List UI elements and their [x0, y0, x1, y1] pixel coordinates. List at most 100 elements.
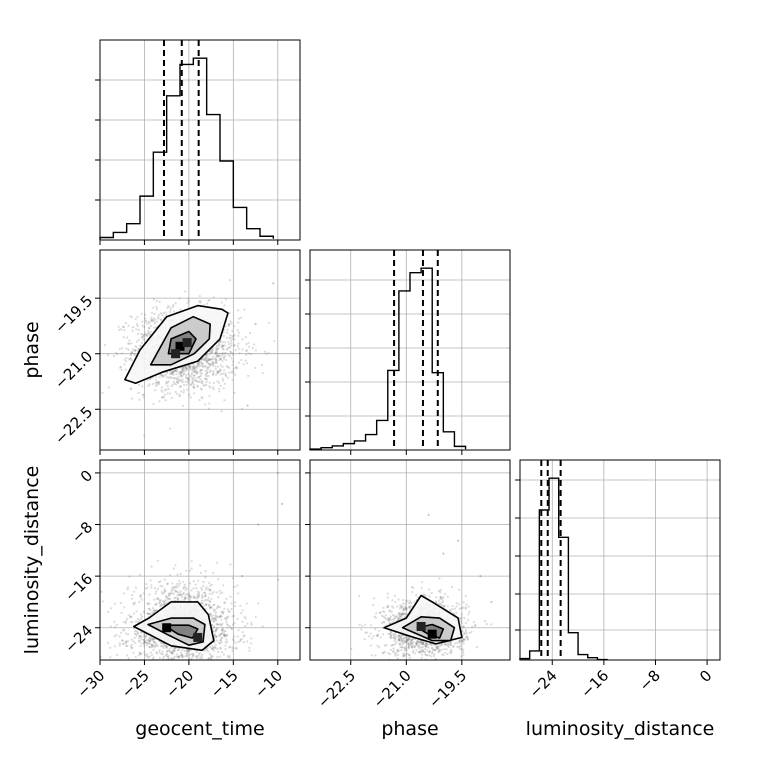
- scatter-point: [123, 621, 125, 623]
- scatter-point: [456, 602, 458, 604]
- scatter-point: [238, 318, 240, 320]
- scatter-point: [225, 372, 227, 374]
- scatter-point: [427, 664, 429, 666]
- scatter-point: [227, 341, 229, 343]
- scatter-point: [165, 311, 167, 313]
- scatter-point: [158, 581, 160, 583]
- scatter-panel-geocent_time-luminosity_distance: [92, 460, 300, 686]
- scatter-point: [241, 621, 243, 623]
- scatter-point: [393, 650, 395, 652]
- scatter-point: [186, 389, 188, 391]
- scatter-point: [215, 647, 217, 649]
- scatter-point: [201, 389, 203, 391]
- scatter-point: [132, 652, 134, 654]
- scatter-panel-phase-luminosity_distance: [310, 460, 510, 669]
- scatter-point: [227, 325, 229, 327]
- scatter-point: [372, 604, 374, 606]
- scatter-point: [178, 580, 180, 582]
- scatter-point: [193, 384, 195, 386]
- scatter-point: [125, 357, 127, 359]
- scatter-point: [184, 584, 186, 586]
- scatter-point: [185, 376, 187, 378]
- scatter-point: [391, 599, 393, 601]
- scatter-point: [272, 282, 274, 284]
- scatter-point: [232, 352, 234, 354]
- scatter-point: [223, 608, 225, 610]
- scatter-point: [223, 653, 225, 655]
- scatter-point: [406, 608, 408, 610]
- scatter-point: [395, 664, 397, 666]
- scatter-point: [166, 376, 168, 378]
- scatter-point: [162, 651, 164, 653]
- scatter-point: [446, 653, 448, 655]
- scatter-point: [393, 615, 395, 617]
- scatter-point: [465, 595, 467, 597]
- scatter-point: [142, 325, 144, 327]
- scatter-point: [226, 349, 228, 351]
- scatter-point: [146, 323, 148, 325]
- scatter-point: [217, 366, 219, 368]
- scatter-point: [140, 613, 142, 615]
- scatter-point: [171, 385, 173, 387]
- scatter-point: [128, 340, 130, 342]
- scatter-point: [163, 590, 165, 592]
- scatter-point: [229, 564, 231, 566]
- scatter-point: [392, 647, 394, 649]
- scatter-point: [141, 638, 143, 640]
- scatter-point: [200, 375, 202, 377]
- scatter-point: [237, 636, 239, 638]
- scatter-point: [150, 652, 152, 654]
- scatter-point: [130, 388, 132, 390]
- scatter-point: [187, 298, 189, 300]
- scatter-point: [212, 349, 214, 351]
- scatter-point: [193, 597, 195, 599]
- scatter-point: [443, 648, 445, 650]
- scatter-point: [245, 336, 247, 338]
- scatter-point: [241, 408, 243, 410]
- scatter-point: [220, 373, 222, 375]
- scatter-point: [125, 620, 127, 622]
- scatter-point: [181, 379, 183, 381]
- scatter-point: [141, 321, 143, 323]
- scatter-point: [194, 380, 196, 382]
- scatter-point: [222, 378, 224, 380]
- scatter-point: [177, 656, 179, 658]
- scatter-point: [449, 641, 451, 643]
- scatter-point: [149, 670, 151, 672]
- scatter-point: [157, 316, 159, 318]
- scatter-point: [450, 649, 452, 651]
- scatter-point: [224, 602, 226, 604]
- scatter-point: [405, 647, 407, 649]
- scatter-point: [119, 367, 121, 369]
- scatter-point: [201, 597, 203, 599]
- scatter-point: [156, 652, 158, 654]
- scatter-point: [403, 637, 405, 639]
- scatter-point: [170, 373, 172, 375]
- scatter-point: [224, 648, 226, 650]
- scatter-point: [382, 607, 384, 609]
- scatter-point: [205, 381, 207, 383]
- scatter-point: [208, 385, 210, 387]
- scatter-point: [154, 604, 156, 606]
- scatter-point: [195, 667, 197, 669]
- scatter-point: [193, 377, 195, 379]
- scatter-point: [233, 586, 235, 588]
- scatter-point: [224, 355, 226, 357]
- scatter-point: [390, 634, 392, 636]
- scatter-point: [237, 345, 239, 347]
- scatter-point: [199, 679, 201, 681]
- scatter-point: [261, 364, 263, 366]
- scatter-point: [200, 369, 202, 371]
- scatter-point: [228, 323, 230, 325]
- scatter-point: [203, 605, 205, 607]
- scatter-point: [116, 654, 118, 656]
- scatter-point: [199, 657, 201, 659]
- scatter-point: [131, 316, 133, 318]
- scatter-point: [150, 639, 152, 641]
- scatter-point: [160, 668, 162, 670]
- scatter-point: [163, 312, 165, 314]
- scatter-point: [412, 650, 414, 652]
- scatter-point: [127, 342, 129, 344]
- scatter-point: [137, 632, 139, 634]
- scatter-point: [464, 664, 466, 666]
